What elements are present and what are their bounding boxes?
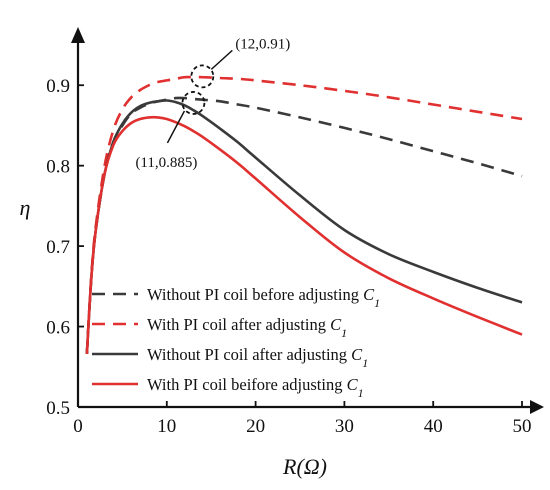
annotation-layer: (12,0.91) (11,0.885)	[135, 36, 290, 171]
annotation-label-1: (12,0.91)	[235, 36, 290, 52]
x-tick-label: 10	[157, 416, 176, 437]
series-line-2	[85, 75, 523, 354]
y-tick-label: 0.5	[46, 398, 70, 419]
series-layer	[85, 75, 523, 354]
legend: Without PI coil before adjusting C1 With …	[92, 285, 380, 400]
legend-symbol-3: C	[351, 345, 363, 364]
x-tick-label: 20	[246, 416, 265, 437]
axes	[71, 27, 544, 414]
legend-symbol-1: C	[363, 285, 375, 304]
x-tick-label: 0	[73, 416, 83, 437]
legend-subscript-4: 1	[358, 386, 364, 400]
legend-symbol-2: C	[330, 315, 342, 334]
annotation-leader-2	[166, 110, 186, 144]
legend-entry-4: With PI coil beifore adjusting C1	[147, 375, 364, 400]
legend-subscript-3: 1	[362, 356, 368, 370]
annotation-circle-peak-2	[181, 91, 206, 115]
annotation-circle-peak-1	[190, 64, 215, 89]
legend-subscript-1: 1	[374, 296, 380, 310]
legend-entry-2: With PI coil after adjusting C1	[147, 315, 347, 340]
annotation-label-2: (11,0.885)	[135, 155, 197, 171]
y-tick-label: 0.7	[46, 237, 70, 258]
y-tick-label: 0.8	[46, 157, 70, 178]
series-line-4	[85, 115, 523, 354]
y-axis-label: η	[20, 195, 31, 220]
x-tick-label: 40	[424, 416, 443, 437]
legend-symbol-4: C	[347, 375, 359, 394]
legend-entry-3: Without PI coil after adjusting C1	[147, 345, 368, 370]
legend-subscript-2: 1	[341, 326, 347, 340]
legend-entry-1: Without PI coil before adjusting C1	[147, 285, 380, 310]
series-line-1	[85, 96, 523, 354]
tick-labels: 0 10 20 30 40 50 0.5 0.6 0.7 0.8 0.9	[46, 76, 531, 437]
x-tick-label: 50	[513, 416, 532, 437]
y-axis-arrow	[71, 27, 85, 43]
y-tick-label: 0.6	[46, 318, 70, 339]
y-tick-label: 0.9	[46, 76, 70, 97]
x-axis-label: R(Ω)	[282, 454, 327, 479]
x-tick-label: 30	[335, 416, 354, 437]
annotation-leader-1	[210, 49, 233, 70]
x-axis-arrow	[530, 400, 544, 414]
